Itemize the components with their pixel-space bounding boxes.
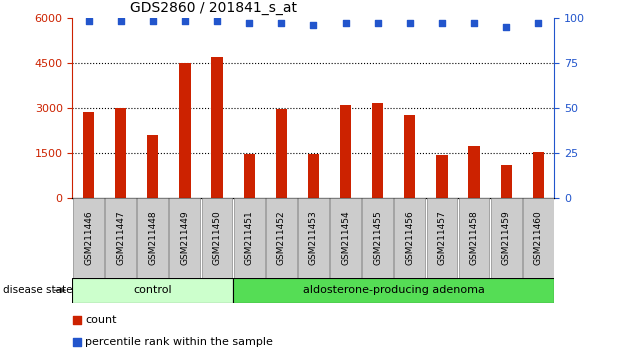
Text: GSM211460: GSM211460 (534, 211, 543, 266)
Bar (212, 57, 222, 198)
Bar (233, 278, 554, 303)
Bar (105, 198, 136, 278)
Point (437, 20, 447, 26)
Bar (169, 198, 200, 278)
Bar (533, 152, 544, 198)
Text: GSM211446: GSM211446 (84, 211, 93, 266)
Point (469, 20, 479, 26)
Text: GSM211454: GSM211454 (341, 211, 350, 266)
Point (404, 20, 415, 26)
Point (180, 18, 190, 24)
Bar (83, 113, 94, 198)
Text: aldosterone-producing adenoma: aldosterone-producing adenoma (303, 285, 484, 295)
Bar (298, 198, 329, 278)
Text: GSM211450: GSM211450 (212, 211, 222, 266)
Text: GSM211455: GSM211455 (373, 211, 382, 266)
Bar (501, 165, 512, 198)
Bar (180, 63, 190, 198)
Point (83, 18, 94, 24)
Text: GSM211457: GSM211457 (437, 211, 447, 266)
Text: GSM211449: GSM211449 (180, 211, 190, 266)
Bar (202, 198, 232, 278)
Bar (459, 198, 490, 278)
Bar (73, 198, 104, 278)
Point (147, 18, 158, 24)
Point (276, 20, 286, 26)
Bar (137, 198, 168, 278)
Point (501, 24, 511, 29)
Point (308, 22, 318, 28)
Text: GSM211459: GSM211459 (501, 211, 511, 266)
Bar (115, 108, 126, 198)
Text: control: control (134, 285, 172, 295)
Bar (404, 115, 415, 198)
Text: GSM211458: GSM211458 (469, 211, 479, 266)
Text: GSM211447: GSM211447 (116, 211, 125, 266)
Point (116, 18, 126, 24)
Bar (308, 154, 319, 198)
Bar (362, 198, 393, 278)
Text: GDS2860 / 201841_s_at: GDS2860 / 201841_s_at (130, 1, 297, 15)
Text: GSM211453: GSM211453 (309, 211, 318, 266)
Bar (491, 198, 522, 278)
Bar (72, 278, 233, 303)
Bar (523, 198, 554, 278)
Text: percentile rank within the sample: percentile rank within the sample (86, 337, 273, 347)
Text: GSM211451: GSM211451 (244, 211, 254, 266)
Text: count: count (86, 315, 117, 325)
Bar (244, 154, 255, 198)
Bar (340, 105, 351, 198)
Point (340, 20, 350, 26)
Point (72, 317, 83, 323)
Bar (437, 155, 447, 198)
Point (533, 20, 543, 26)
Bar (234, 198, 265, 278)
Bar (372, 103, 383, 198)
Text: disease state: disease state (3, 285, 72, 295)
Bar (394, 198, 425, 278)
Bar (147, 135, 158, 198)
Point (244, 20, 254, 26)
Text: GSM211452: GSM211452 (277, 211, 286, 266)
Point (372, 20, 382, 26)
Bar (276, 109, 287, 198)
Text: GSM211448: GSM211448 (148, 211, 158, 266)
Point (212, 18, 222, 24)
Bar (427, 198, 457, 278)
Point (72, 339, 83, 345)
Text: GSM211456: GSM211456 (405, 211, 415, 266)
Bar (266, 198, 297, 278)
Bar (330, 198, 361, 278)
Bar (469, 145, 479, 198)
